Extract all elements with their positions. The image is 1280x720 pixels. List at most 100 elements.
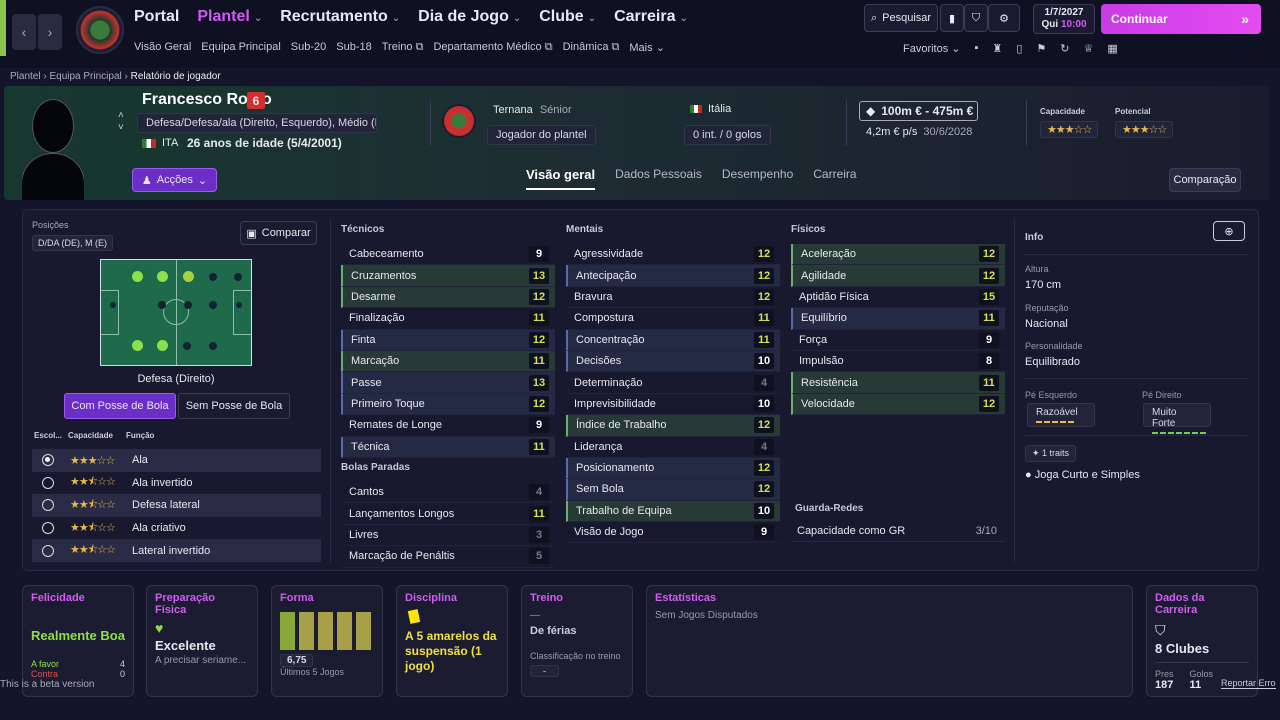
tab-dados-pessoais[interactable]: Dados Pessoais [615,167,702,181]
attribute-row[interactable]: Liderança 4 [566,437,780,458]
nav-carreira[interactable]: Carreira ⌄ [614,8,688,25]
continue-button[interactable]: Continuar» [1101,4,1261,34]
club-info[interactable]: Ternana Sénior [493,104,572,116]
attribute-row[interactable]: Passe 13 [341,372,555,394]
player-switcher[interactable]: ˄ ˅ [118,110,124,134]
team-icon[interactable]: ⚑ [1036,43,1047,55]
without-ball-toggle[interactable]: Sem Posse de Bola [178,393,290,419]
card-icon[interactable]: ▯ [1016,43,1023,55]
shirt-icon[interactable]: ♜ [992,43,1003,55]
attribute-row[interactable]: Aceleração 12 [791,244,1005,266]
attribute-row[interactable]: Determinação 4 [566,372,780,394]
favorites-dropdown[interactable]: Favoritos ⌄ [903,43,961,55]
role-row[interactable]: ★★⯪☆☆ Defesa lateral [32,494,321,517]
attribute-row[interactable]: Antecipação 12 [566,265,780,287]
nav-portal[interactable]: Portal [134,8,180,25]
role-row[interactable]: ★★★☆☆ Ala [32,449,321,472]
report-bug-link[interactable]: Reportar Erro [1221,678,1276,689]
nav-dia-de-jogo[interactable]: Dia de Jogo ⌄ [418,8,522,25]
subnav-departamento-medico[interactable]: Departamento Médico ⧉ [433,41,553,53]
career-card[interactable]: Dados da Carreira ⛉ 8 Clubes Pres 187 Gol… [1146,585,1258,697]
attribute-row[interactable]: Finta 12 [341,329,555,351]
with-ball-toggle[interactable]: Com Posse de Bola [64,393,176,419]
subnav-dinamica[interactable]: Dinâmica ⧉ [562,41,620,53]
club-badge[interactable] [442,104,476,138]
market-value[interactable]: ◆ 100m € - 475m € [859,101,978,121]
subnav-mais[interactable]: Mais ⌄ [629,42,665,54]
radio[interactable] [42,499,54,512]
attribute-row[interactable]: Compostura 11 [566,308,780,330]
tab-carreira[interactable]: Carreira [813,167,857,181]
role-row[interactable]: ★★⯪☆☆ Lateral invertido [32,539,321,562]
tab-visao-geral[interactable]: Visão geral [526,167,596,190]
date-display[interactable]: 1/7/2027 Qui 10:00 [1033,4,1095,34]
forward-button[interactable]: › [38,14,62,50]
search-button[interactable]: ⌕ Pesquisar [864,4,938,32]
trophy-icon[interactable]: ♕ [1083,43,1094,55]
back-button[interactable]: ‹ [12,14,36,50]
club-logo[interactable] [76,6,124,54]
nav-clube[interactable]: Clube ⌄ [539,8,597,25]
subnav-sub20[interactable]: Sub-20 [290,41,327,53]
attribute-row[interactable]: Trabalho de Equipa 10 [566,500,780,523]
attribute-row[interactable]: Imprevisibilidade 10 [566,394,780,416]
comparison-button[interactable]: Comparação [1169,168,1241,192]
attribute-row[interactable]: Agilidade 12 [791,265,1005,287]
discipline-card[interactable]: Disciplina A 5 amarelos da suspensão (1 … [396,585,508,697]
actions-button[interactable]: ♟ Acções ⌄ [132,168,217,192]
chevron-up-icon[interactable]: ˄ [118,110,124,121]
attribute-row[interactable]: Sem Bola 12 [566,479,780,501]
subnav-equipa-principal[interactable]: Equipa Principal [201,41,281,53]
role-row[interactable]: ★★⯪☆☆ Ala invertido [32,472,321,495]
attribute-row[interactable]: Primeiro Toque 12 [341,393,555,416]
fitness-card[interactable]: Preparação Física ♥ Excelente A precisar… [146,585,258,697]
attribute-row[interactable]: Visão de Jogo 9 [566,522,780,544]
subnav-treino[interactable]: Treino ⧉ [381,41,424,53]
attribute-row[interactable]: Cruzamentos 13 [341,265,555,287]
attribute-row[interactable]: Bravura 12 [566,287,780,309]
attribute-row[interactable]: Concentração 11 [566,329,780,351]
form-card[interactable]: Forma 6,75 Últimos 5 Jogos [271,585,383,697]
chat-icon[interactable]: ▪ [974,42,979,54]
bookmark-button[interactable]: ▮ [940,4,964,32]
attribute-row[interactable]: Agressividade 12 [566,244,780,266]
crumb-plantel[interactable]: Plantel [10,71,41,82]
compare-button[interactable]: ▣ Comparar [240,221,317,245]
training-card[interactable]: Treino — De férias Classificação no trei… [521,585,633,697]
attribute-row[interactable]: Finalização 11 [341,308,555,330]
crumb-equipa[interactable]: Equipa Principal [49,71,122,82]
attribute-row[interactable]: Equilíbrio 11 [791,308,1005,330]
subnav-visao-geral[interactable]: Visão Geral [134,41,192,53]
attribute-row[interactable]: Decisões 10 [566,350,780,373]
attribute-row[interactable]: Posicionamento 12 [566,457,780,480]
info-settings-button[interactable]: ⊕ [1213,221,1245,241]
chevron-down-icon[interactable]: ˅ [118,122,124,133]
role-row[interactable]: ★★⯪☆☆ Ala criativo [32,517,321,540]
attribute-row[interactable]: Livres 3 [341,525,555,547]
attribute-row[interactable]: Resistência 11 [791,372,1005,394]
shield-button[interactable]: ⛉ [964,4,988,32]
attribute-row[interactable]: Cantos 4 [341,482,555,504]
attribute-row[interactable]: Marcação de Penáltis 5 [341,546,555,568]
attribute-row[interactable]: Desarme 12 [341,286,555,309]
attribute-row[interactable]: Velocidade 12 [791,393,1005,416]
stats-card[interactable]: Estatísticas Sem Jogos Disputados [646,585,1133,697]
radio[interactable] [42,544,54,557]
attribute-row[interactable]: Índice de Trabalho 12 [566,415,780,437]
attribute-row[interactable]: Força 9 [791,330,1005,351]
nav-recrutamento[interactable]: Recrutamento ⌄ [280,8,401,25]
nav-plantel[interactable]: Plantel ⌄ [197,8,263,25]
attribute-row[interactable]: Cabeceamento 9 [341,244,555,266]
subnav-sub18[interactable]: Sub-18 [336,41,372,53]
happiness-card[interactable]: Felicidade Realmente Boa A favor 4 Contra… [22,585,134,697]
attribute-row[interactable]: Aptidão Física 15 [791,287,1005,309]
radio[interactable] [42,522,54,535]
radio[interactable] [42,476,54,489]
calendar-icon[interactable]: ▦ [1107,43,1118,55]
attribute-row[interactable]: Marcação 11 [341,350,555,373]
attribute-row[interactable]: Lançamentos Longos 11 [341,503,555,525]
radio-selected[interactable] [42,454,54,467]
refresh-icon[interactable]: ↻ [1060,43,1070,55]
attribute-row[interactable]: Impulsão 8 [791,351,1005,373]
attribute-row[interactable]: Técnica 11 [341,436,555,458]
